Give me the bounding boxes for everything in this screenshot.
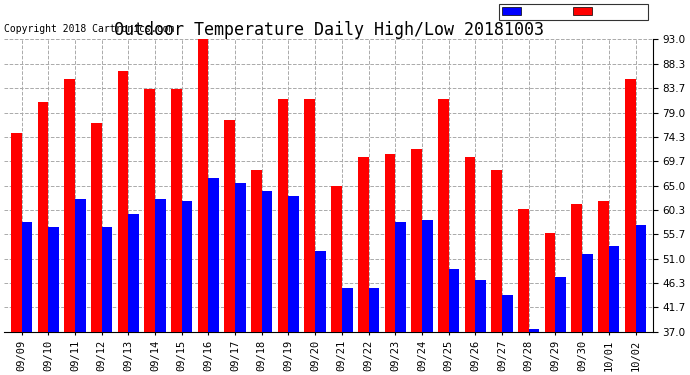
Bar	[475, 280, 486, 332]
Bar	[448, 269, 460, 332]
Bar	[502, 296, 513, 332]
Bar	[422, 220, 433, 332]
Bar	[464, 157, 475, 332]
Bar	[181, 201, 193, 332]
Bar	[64, 79, 75, 332]
Bar	[208, 178, 219, 332]
Bar	[395, 222, 406, 332]
Bar	[128, 214, 139, 332]
Bar	[278, 99, 288, 332]
Bar	[11, 134, 21, 332]
Bar	[384, 154, 395, 332]
Bar	[411, 149, 422, 332]
Bar	[555, 277, 566, 332]
Bar	[101, 228, 112, 332]
Bar	[609, 246, 620, 332]
Bar	[438, 99, 449, 332]
Title: Outdoor Temperature Daily High/Low 20181003: Outdoor Temperature Daily High/Low 20181…	[114, 21, 544, 39]
Bar	[37, 102, 48, 332]
Bar	[171, 89, 181, 332]
Bar	[518, 209, 529, 332]
Bar	[544, 232, 555, 332]
Bar	[288, 196, 299, 332]
Bar	[635, 225, 647, 332]
Bar	[368, 288, 380, 332]
Bar	[21, 222, 32, 332]
Bar	[315, 251, 326, 332]
Bar	[224, 120, 235, 332]
Bar	[625, 79, 635, 332]
Bar	[358, 157, 368, 332]
Bar	[304, 99, 315, 332]
Bar	[491, 170, 502, 332]
Bar	[582, 254, 593, 332]
Bar	[48, 228, 59, 332]
Bar	[342, 288, 353, 332]
Bar	[571, 204, 582, 332]
Bar	[251, 170, 262, 332]
Bar	[235, 183, 246, 332]
Bar	[75, 199, 86, 332]
Bar	[262, 191, 273, 332]
Legend: Low  (°F), High  (°F): Low (°F), High (°F)	[499, 4, 648, 20]
Bar	[117, 71, 128, 332]
Bar	[598, 201, 609, 332]
Text: Copyright 2018 Cartronics.com: Copyright 2018 Cartronics.com	[4, 24, 175, 33]
Bar	[155, 199, 166, 332]
Bar	[144, 89, 155, 332]
Bar	[91, 123, 101, 332]
Bar	[198, 39, 208, 332]
Bar	[529, 329, 540, 332]
Bar	[331, 186, 342, 332]
